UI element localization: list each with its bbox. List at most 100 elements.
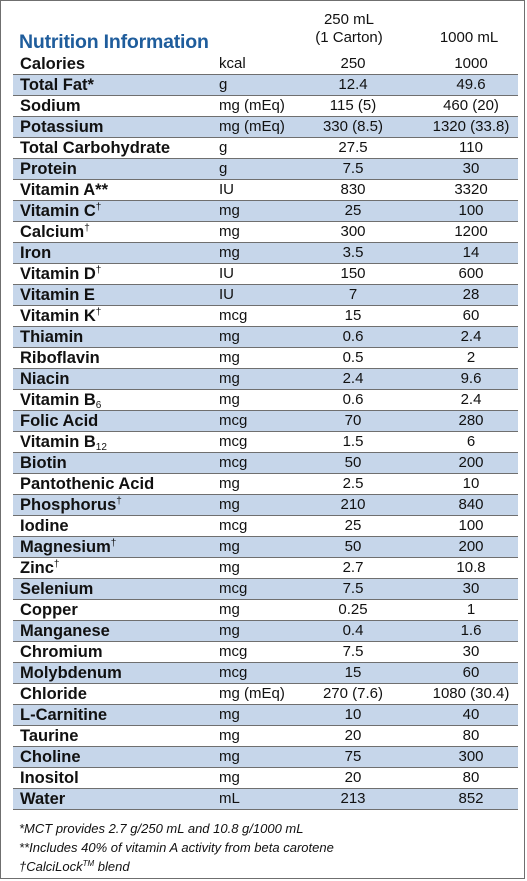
value-1000ml: 1320 (33.8) [432, 118, 510, 135]
nutrient-unit: mg [219, 328, 240, 345]
value-1000ml: 80 [462, 727, 480, 744]
column-header-250ml: 250 mL (1 Carton) [313, 11, 385, 47]
nutrient-name-text: Thiamin [20, 328, 84, 346]
nutrient-row: Niacin mg 2.4 9.6 [13, 369, 518, 390]
nutrient-row: Biotin mcg 50 200 [13, 453, 518, 474]
value-250ml: 7.5 [342, 160, 364, 177]
nutrient-unit: mg [219, 202, 240, 219]
nutrient-unit: mg [219, 223, 240, 240]
column-header-250ml-line2: (1 Carton) [315, 29, 383, 46]
nutrient-name-text: Vitamin B [20, 391, 96, 409]
value-250ml: 300 [340, 223, 366, 240]
dagger-mark: † [84, 223, 90, 234]
nutrient-row: Vitamin K† mcg 15 60 [13, 306, 518, 327]
nutrient-unit: mcg [219, 307, 248, 324]
value-250ml: 7 [348, 286, 358, 303]
value-1000ml: 852 [458, 790, 484, 807]
column-header-1000ml: 1000 mL [421, 29, 517, 47]
nutrient-name: Molybdenum [20, 663, 122, 683]
nutrient-name-text: Vitamin C [20, 202, 96, 220]
nutrient-name: Copper [20, 600, 78, 620]
nutrient-name-text: Manganese [20, 622, 110, 640]
nutrient-unit: mg [219, 559, 240, 576]
nutrient-name-text: Chloride [20, 685, 87, 703]
nutrient-row: Protein g 7.5 30 [13, 159, 518, 180]
nutrient-name-text: Vitamin A** [20, 181, 109, 199]
value-250ml: 330 (8.5) [322, 118, 384, 135]
value-250ml: 0.6 [342, 391, 364, 408]
nutrient-name: Water [20, 789, 65, 809]
nutrient-name: Vitamin C† [20, 201, 101, 221]
nutrient-name-text: Calcium [20, 223, 85, 241]
nutrient-name-text: Vitamin E [20, 286, 95, 304]
nutrient-name: Iodine [20, 516, 69, 536]
nutrient-name: Vitamin A** [20, 180, 108, 200]
nutrient-unit: g [219, 139, 228, 156]
nutrient-unit: mg [219, 748, 240, 765]
value-250ml: 50 [344, 454, 362, 471]
value-250ml: 20 [344, 727, 362, 744]
value-1000ml: 460 (20) [443, 97, 499, 114]
value-1000ml: 200 [458, 538, 484, 555]
nutrient-unit: mcg [219, 433, 248, 450]
nutrient-name-text: Magnesium [20, 538, 111, 556]
value-250ml: 25 [344, 202, 362, 219]
nutrient-name-text: Iron [20, 244, 52, 262]
value-250ml: 12.4 [338, 76, 368, 93]
nutrient-name-text: Pantothenic Acid [20, 475, 155, 493]
nutrient-unit: IU [219, 265, 234, 282]
nutrient-name-text: Choline [20, 748, 81, 766]
nutrient-name: Choline [20, 747, 81, 767]
value-1000ml: 60 [462, 664, 480, 681]
nutrient-name-text: Vitamin B [20, 433, 96, 451]
nutrient-name-text: Protein [20, 160, 77, 178]
value-250ml: 0.4 [342, 622, 364, 639]
value-250ml: 2.5 [342, 475, 364, 492]
value-250ml: 2.7 [342, 559, 364, 576]
footnote-vitamin-a: **Includes 40% of vitamin A activity fro… [19, 840, 334, 855]
value-250ml: 0.6 [342, 328, 364, 345]
nutrient-unit: mcg [219, 412, 248, 429]
nutrient-row: Selenium mcg 7.5 30 [13, 579, 518, 600]
nutrient-row: Thiamin mg 0.6 2.4 [13, 327, 518, 348]
value-250ml: 213 [340, 790, 366, 807]
nutrient-row: Water mL 213 852 [13, 789, 518, 810]
value-1000ml: 300 [458, 748, 484, 765]
value-250ml: 0.5 [342, 349, 364, 366]
nutrient-name-text: Water [20, 790, 66, 808]
value-1000ml: 200 [458, 454, 484, 471]
nutrient-name-text: Biotin [20, 454, 67, 472]
nutrient-row: Vitamin B12 mcg 1.5 6 [13, 432, 518, 453]
nutrient-row: Vitamin C† mg 25 100 [13, 201, 518, 222]
nutrient-row: Iron mg 3.5 14 [13, 243, 518, 264]
nutrient-unit: mg [219, 769, 240, 786]
nutrient-name: Vitamin D† [20, 264, 101, 284]
nutrient-name: Total Fat* [20, 75, 94, 95]
column-header-1000ml-label: 1000 mL [439, 29, 499, 46]
value-1000ml: 1 [466, 601, 476, 618]
nutrient-row: Riboflavin mg 0.5 2 [13, 348, 518, 369]
nutrient-name-text: Inositol [20, 769, 79, 787]
value-1000ml: 1080 (30.4) [432, 685, 510, 702]
nutrient-name: Riboflavin [20, 348, 100, 368]
value-1000ml: 1.6 [460, 622, 482, 639]
nutrient-name-text: L-Carnitine [20, 706, 108, 724]
value-250ml: 7.5 [342, 580, 364, 597]
nutrient-name-text: Selenium [20, 580, 94, 598]
nutrient-name: Pantothenic Acid [20, 474, 154, 494]
nutrient-row: Taurine mg 20 80 [13, 726, 518, 747]
nutrient-name-text: Vitamin D [20, 265, 96, 283]
nutrient-row: Pantothenic Acid mg 2.5 10 [13, 474, 518, 495]
value-1000ml: 30 [462, 160, 480, 177]
value-250ml: 7.5 [342, 643, 364, 660]
value-1000ml: 30 [462, 643, 480, 660]
nutrient-unit: mg (mEq) [219, 97, 285, 114]
value-250ml: 50 [344, 538, 362, 555]
trademark-mark: TM [82, 859, 95, 868]
nutrient-name: Iron [20, 243, 51, 263]
value-1000ml: 28 [462, 286, 480, 303]
vitamin-subscript: 12 [95, 442, 107, 453]
nutrient-row: Chromium mcg 7.5 30 [13, 642, 518, 663]
value-1000ml: 3320 [454, 181, 488, 198]
